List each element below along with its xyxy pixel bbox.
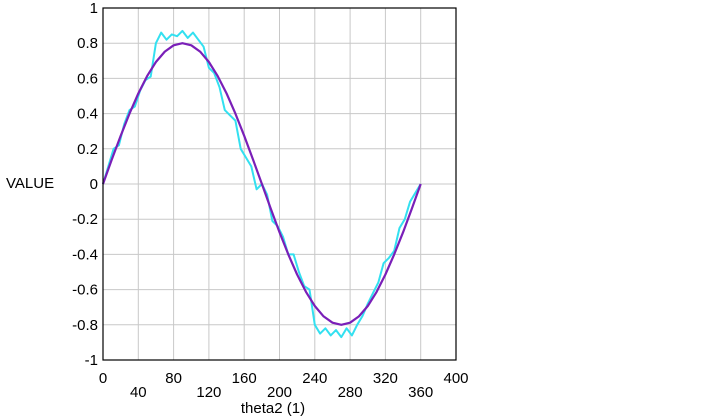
y-tick-label: -0.2 (72, 211, 98, 228)
x-axis-label: theta2 (1) (241, 400, 305, 416)
x-tick-labels: 0 40 80 120 160 200 240 280 320 360 400 (99, 370, 469, 401)
y-tick-label: -1 (85, 352, 98, 369)
x-tick-label: 320 (373, 370, 398, 387)
plot-frame (102, 7, 457, 361)
x-tick-label: 120 (196, 384, 221, 401)
y-tick-label: -0.4 (72, 246, 98, 263)
y-tick-label: 0.6 (77, 70, 98, 87)
x-tick-label: 40 (130, 384, 147, 401)
y-tick-label: 0.2 (77, 141, 98, 158)
y-tick-label: -0.6 (72, 282, 98, 299)
y-tick-label: 1 (90, 0, 98, 17)
y-tick-label: 0 (90, 176, 98, 193)
x-tick-label: 280 (338, 384, 363, 401)
x-tick-label: 200 (267, 384, 292, 401)
x-tick-label: 400 (443, 370, 468, 387)
x-tick-label: 240 (302, 370, 327, 387)
y-axis-label: VALUE (6, 175, 54, 192)
x-tick-label: 80 (165, 370, 182, 387)
series-layer (101, 29, 422, 339)
y-tick-label: -0.8 (72, 317, 98, 334)
y-tick-label: 0.8 (77, 35, 98, 52)
y-tick-labels: 1 0.8 0.6 0.4 0.2 0 -0.2 -0.4 -0.6 -0.8 -1 (72, 0, 98, 369)
y-tick-label: 0.4 (77, 106, 98, 123)
series-line-smooth (101, 42, 422, 326)
x-tick-label: 360 (408, 384, 433, 401)
x-tick-label: 160 (232, 370, 257, 387)
x-tick-label: 0 (99, 370, 107, 387)
